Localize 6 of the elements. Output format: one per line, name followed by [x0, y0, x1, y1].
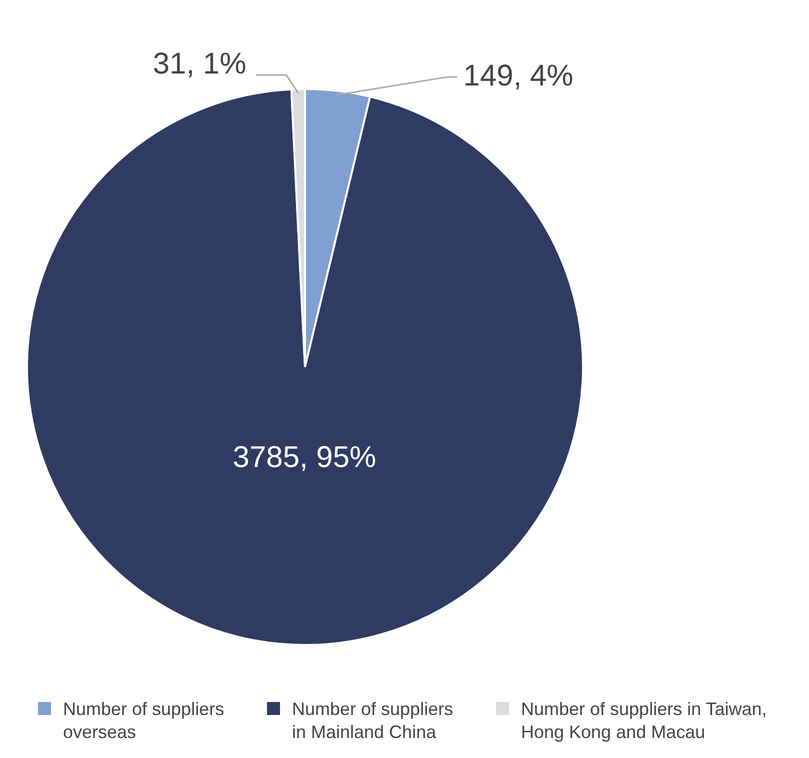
legend-label: Number of suppliers overseas: [63, 698, 226, 744]
data-label: 31, 1%: [152, 47, 246, 80]
legend-label: Number of suppliers in Taiwan, Hong Kong and Macau: [521, 698, 768, 744]
legend-label: Number of suppliers in Mainland China: [292, 698, 454, 744]
data-label: 149, 4%: [463, 59, 574, 92]
data-label: 3785, 95%: [232, 441, 376, 474]
